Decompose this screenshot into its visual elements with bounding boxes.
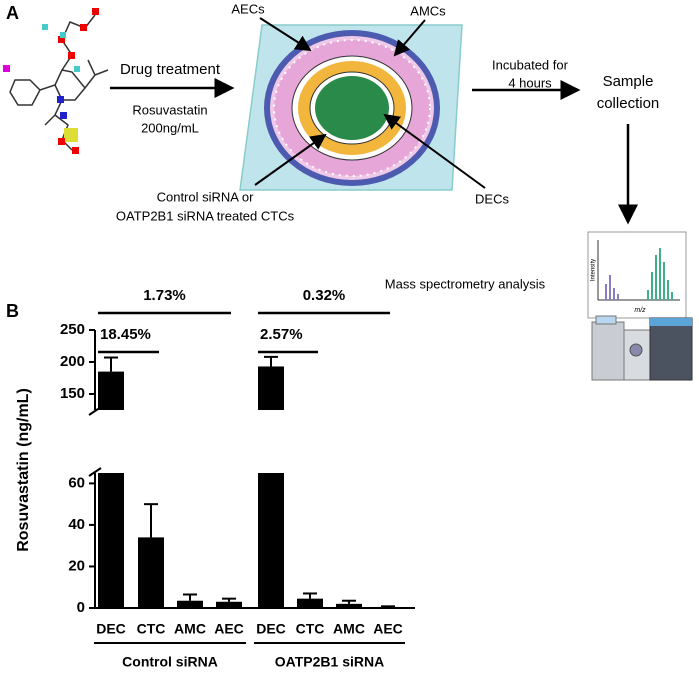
annotation: 18.45% xyxy=(100,326,151,343)
instrument xyxy=(591,315,693,381)
bar xyxy=(336,603,362,608)
bar xyxy=(98,473,124,608)
bar xyxy=(258,366,284,410)
callout: OATP2B1 siRNA treated CTCs xyxy=(116,208,295,223)
x-tick-label: AEC xyxy=(373,621,403,637)
y-tick-label: 0 xyxy=(77,599,85,616)
step-label: Incubated for xyxy=(492,57,569,72)
arrow xyxy=(383,113,486,189)
x-tick-label: CTC xyxy=(137,621,166,637)
drug-dose: 200ng/mL xyxy=(141,120,199,135)
x-tick-label: AEC xyxy=(214,621,244,637)
bar xyxy=(375,606,401,608)
y-tick-label: 20 xyxy=(68,557,85,574)
y-axis-label: Rosuvastatin (ng/mL) xyxy=(15,388,32,552)
bar xyxy=(216,601,242,608)
step-label: collection xyxy=(597,95,660,112)
bar xyxy=(98,371,124,410)
panel-label: B xyxy=(6,301,19,321)
callout: AECs xyxy=(231,1,265,16)
spectrum: Intensity m/z xyxy=(587,231,687,319)
bar xyxy=(297,598,323,608)
y-tick-label: 250 xyxy=(60,321,85,338)
bar xyxy=(138,537,164,608)
annotation: 0.32% xyxy=(303,287,346,304)
annotation: 1.73% xyxy=(143,287,186,304)
panel-label: A xyxy=(6,3,19,23)
x-tick-label: CTC xyxy=(296,621,325,637)
bar xyxy=(258,473,284,608)
step-label: Sample xyxy=(603,73,654,90)
group-label: Control siRNA xyxy=(122,654,218,670)
arrow xyxy=(254,133,327,186)
step-label: Drug treatment xyxy=(120,61,221,78)
y-tick-label: 60 xyxy=(68,474,85,491)
x-tick-label: AMC xyxy=(333,621,365,637)
y-tick-label: 40 xyxy=(68,516,85,533)
step-label: 4 hours xyxy=(508,75,552,90)
y-tick-label: 150 xyxy=(60,385,85,402)
culture-device xyxy=(239,24,463,191)
x-tick-label: AMC xyxy=(174,621,206,637)
bar xyxy=(177,600,203,608)
callout: Control siRNA or xyxy=(157,189,254,204)
axis-break xyxy=(88,467,102,477)
x-tick-label: DEC xyxy=(96,621,126,637)
panel-b: B Rosuvastatin (ng/mL) 0 20 40 60 150 200 250 D… xyxy=(6,287,415,670)
group-label: OATP2B1 siRNA xyxy=(275,654,384,670)
y-tick-label: 200 xyxy=(60,353,85,370)
panel-a: A Drug treatment Rosuvastatin 200ng/mL xyxy=(3,1,693,381)
arrow xyxy=(393,19,426,57)
drug-name: Rosuvastatin xyxy=(132,102,207,117)
annotation: 2.57% xyxy=(260,326,303,343)
molecule xyxy=(3,8,109,154)
arrow xyxy=(259,17,312,52)
callout: DECs xyxy=(475,191,509,206)
step-label: Mass spectrometry analysis xyxy=(385,276,546,291)
callout: AMCs xyxy=(410,3,446,18)
x-tick-label: DEC xyxy=(256,621,286,637)
axis-label: Intensity xyxy=(591,259,597,281)
axis-label: m/z xyxy=(634,307,646,314)
